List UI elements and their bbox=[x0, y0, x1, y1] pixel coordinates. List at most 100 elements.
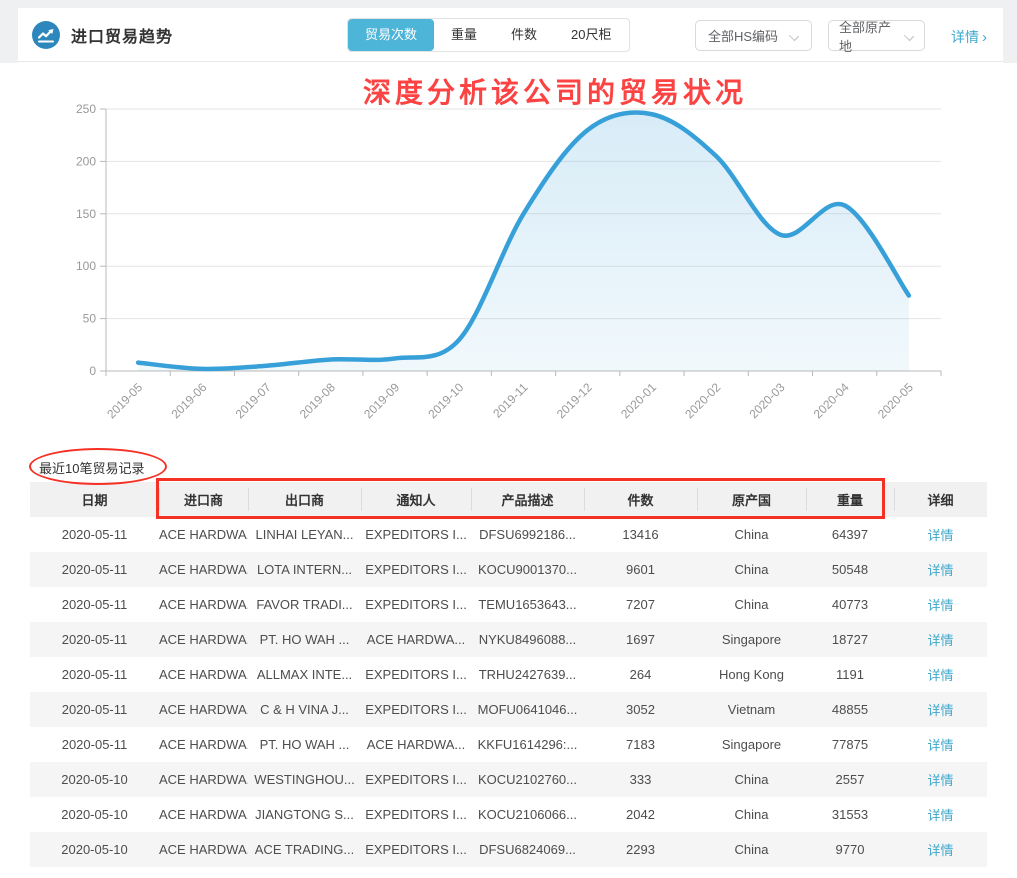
cell-product: KOCU9001370... bbox=[477, 562, 577, 577]
svg-text:2020-03: 2020-03 bbox=[746, 380, 787, 421]
svg-text:2019-07: 2019-07 bbox=[233, 380, 274, 421]
svg-text:2020-04: 2020-04 bbox=[811, 380, 852, 421]
cell-qty: 7183 bbox=[626, 737, 655, 752]
row-detail-link[interactable]: 详情 bbox=[927, 843, 954, 858]
cell-notifier: EXPEDITORS I... bbox=[365, 842, 467, 857]
cell-notifier: EXPEDITORS I... bbox=[365, 667, 467, 682]
cell-weight: 9770 bbox=[835, 842, 865, 857]
cell-product: DFSU6824069... bbox=[479, 842, 576, 857]
col-header-weight: 重量 bbox=[806, 482, 894, 517]
cell-origin: China bbox=[734, 842, 769, 857]
origin-select[interactable]: 全部原产地 bbox=[828, 20, 925, 54]
row-detail-link[interactable]: 详情 bbox=[927, 528, 954, 543]
svg-text:100: 100 bbox=[76, 259, 96, 273]
row-detail-link[interactable]: 详情 bbox=[927, 633, 954, 648]
svg-text:50: 50 bbox=[83, 312, 97, 326]
table-row: 2020-05-11 ACE HARDWA... PT. HO WAH ... ACE… bbox=[30, 727, 987, 762]
tab-teu[interactable]: 20尺柜 bbox=[571, 27, 612, 42]
cell-notifier: EXPEDITORS I... bbox=[365, 597, 467, 612]
cell-notifier: EXPEDITORS I... bbox=[365, 702, 467, 717]
page-left-gutter bbox=[0, 8, 18, 63]
cell-product: TEMU1653643... bbox=[478, 597, 577, 612]
col-header-detail: 详细 bbox=[894, 482, 987, 517]
table-body: 2020-05-11 ACE HARDWA... LINHAI LEYAN... EX… bbox=[30, 517, 987, 867]
cell-origin: China bbox=[734, 562, 769, 577]
cell-date: 2020-05-11 bbox=[61, 527, 128, 542]
col-header-qty: 件数 bbox=[584, 482, 697, 517]
hs-code-select-label: 全部HS编码 bbox=[708, 29, 779, 44]
cell-qty: 264 bbox=[629, 667, 652, 682]
hs-code-select[interactable]: 全部HS编码 bbox=[695, 20, 812, 51]
col-header-product: 产品描述 bbox=[471, 482, 584, 517]
row-detail-link[interactable]: 详情 bbox=[927, 808, 954, 823]
tab-weight[interactable]: 重量 bbox=[451, 27, 478, 42]
cell-origin: Singapore bbox=[721, 737, 782, 752]
cell-origin: Vietnam bbox=[727, 702, 776, 717]
cell-exporter: C & H VINA J... bbox=[260, 702, 349, 717]
origin-select-label: 全部原产地 bbox=[839, 19, 892, 54]
col-header-date: 日期 bbox=[81, 493, 108, 508]
row-detail-link[interactable]: 详情 bbox=[927, 738, 954, 753]
cell-exporter: LOTA INTERN... bbox=[256, 562, 353, 577]
header-detail-link[interactable]: 详情 › bbox=[951, 29, 987, 46]
cell-origin: China bbox=[734, 527, 769, 542]
cell-exporter: ALLMAX INTE... bbox=[256, 667, 353, 682]
cell-product: NYKU8496088... bbox=[478, 632, 577, 647]
tab-trade-count[interactable]: 贸易次数 bbox=[348, 19, 435, 51]
tab-quantity[interactable]: 件数 bbox=[511, 27, 538, 42]
cell-exporter: LINHAI LEYAN... bbox=[255, 527, 354, 542]
svg-text:2019-12: 2019-12 bbox=[554, 380, 595, 421]
cell-importer: ACE HARDWA... bbox=[159, 772, 248, 787]
cell-qty: 2293 bbox=[626, 842, 655, 857]
svg-text:2019-09: 2019-09 bbox=[361, 380, 402, 421]
table-row: 2020-05-10 ACE HARDWA... ACE TRADING... EXP… bbox=[30, 832, 987, 867]
cell-date: 2020-05-10 bbox=[61, 807, 128, 822]
cell-exporter: ACE TRADING... bbox=[254, 842, 355, 857]
row-detail-link[interactable]: 详情 bbox=[927, 598, 954, 613]
row-detail-link[interactable]: 详情 bbox=[927, 668, 954, 683]
table-row: 2020-05-11 ACE HARDWA... LINHAI LEYAN... EX… bbox=[30, 517, 987, 552]
svg-text:0: 0 bbox=[89, 364, 96, 378]
cell-date: 2020-05-10 bbox=[61, 842, 128, 857]
brand: 进口贸易趋势 bbox=[32, 21, 173, 49]
cell-exporter: WESTINGHOU... bbox=[254, 772, 355, 787]
col-header-origin: 原产国 bbox=[697, 482, 806, 517]
red-annotation-title: 深度分析该公司的贸易状况 bbox=[362, 77, 747, 108]
cell-importer: ACE HARDWA... bbox=[159, 562, 248, 577]
trend-chart: 0 50 100 150 200 250 2019-05 2019-06 2019-07 2019… bbox=[76, 102, 942, 421]
cell-importer: ACE HARDWA... bbox=[159, 597, 248, 612]
cell-product: KOCU2106066... bbox=[477, 807, 577, 822]
cell-weight: 40773 bbox=[831, 597, 869, 612]
table-row: 2020-05-11 ACE HARDWA... ALLMAX INTE... EXP… bbox=[30, 657, 987, 692]
cell-date: 2020-05-11 bbox=[61, 702, 128, 717]
header-bar: 进口贸易趋势 贸易次数 重量 件数 20尺柜 全部HS编码 全部原产地 详情 › bbox=[18, 8, 1003, 62]
metric-tab-group: 贸易次数 重量 件数 20尺柜 bbox=[347, 18, 630, 52]
table-header-row: 日期 进口商 出口商 通知人 产品描述 件数 原产国 重量 详细 bbox=[30, 482, 987, 517]
table-row: 2020-05-11 ACE HARDWA... FAVOR TRADI... EXP… bbox=[30, 587, 987, 622]
cell-exporter: JIANGTONG S... bbox=[255, 807, 354, 822]
cell-notifier: ACE HARDWA... bbox=[366, 737, 466, 752]
svg-text:2019-08: 2019-08 bbox=[297, 380, 338, 421]
chevron-down-icon bbox=[905, 31, 914, 40]
cell-weight: 77875 bbox=[831, 737, 869, 752]
cell-weight: 31553 bbox=[831, 807, 869, 822]
cell-origin: China bbox=[734, 772, 769, 787]
section-label: 最近10笔贸易记录 bbox=[39, 461, 145, 476]
row-detail-link[interactable]: 详情 bbox=[927, 773, 954, 788]
cell-notifier: EXPEDITORS I... bbox=[365, 807, 467, 822]
table-row: 2020-05-10 ACE HARDWA... WESTINGHOU... EXPE… bbox=[30, 762, 987, 797]
chevron-right-icon: › bbox=[982, 29, 987, 46]
trend-up-icon bbox=[32, 21, 60, 49]
cell-importer: ACE HARDWA... bbox=[159, 527, 248, 542]
svg-text:150: 150 bbox=[76, 207, 96, 221]
cell-weight: 48855 bbox=[831, 702, 869, 717]
cell-qty: 7207 bbox=[626, 597, 655, 612]
cell-origin: China bbox=[734, 597, 769, 612]
row-detail-link[interactable]: 详情 bbox=[927, 703, 954, 718]
cell-date: 2020-05-11 bbox=[61, 597, 128, 612]
cell-product: TRHU2427639... bbox=[478, 667, 577, 682]
cell-weight: 18727 bbox=[831, 632, 869, 647]
row-detail-link[interactable]: 详情 bbox=[927, 563, 954, 578]
records-table: 日期 进口商 出口商 通知人 产品描述 件数 原产国 重量 详细 2020-05… bbox=[30, 482, 987, 867]
cell-date: 2020-05-11 bbox=[61, 562, 128, 577]
